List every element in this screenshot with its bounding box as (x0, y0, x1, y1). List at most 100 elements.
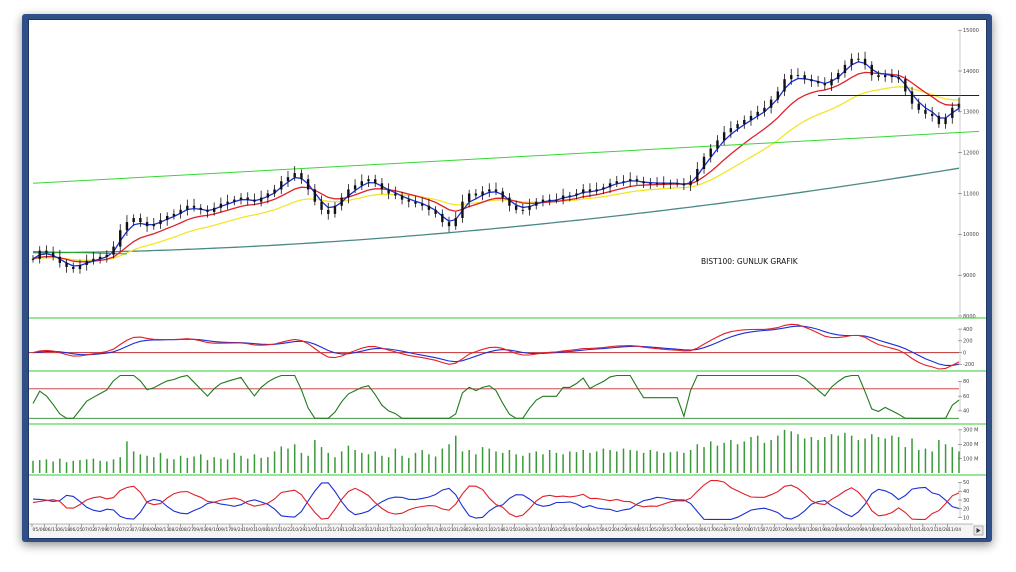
candle-body (313, 189, 317, 202)
candle-body (863, 58, 867, 65)
candle-body (387, 189, 390, 194)
candle-body (763, 107, 766, 112)
date-tick-label: 06/18 (57, 527, 70, 533)
date-tick-label: 10/14 (911, 527, 924, 533)
candle-body (608, 183, 612, 188)
price-tick-label: 11000 (963, 191, 979, 197)
macd-main-line (32, 323, 960, 370)
candle-body (655, 183, 659, 185)
candle-body (629, 179, 632, 182)
candle-body (810, 79, 813, 82)
date-tick-label: 09/10 (206, 527, 219, 533)
date-tick-label: 12/24 (391, 527, 404, 533)
date-tick-label: 04/01 (565, 527, 578, 533)
dmi-tick-label: 30 (963, 498, 969, 504)
date-tick-label: 10/22 (280, 527, 293, 533)
candle-body (105, 254, 109, 257)
overlay-ema-mid (32, 71, 960, 263)
candle-body (481, 191, 484, 196)
candle-body (555, 199, 558, 201)
date-tick-label: 07/02 (82, 527, 95, 533)
date-tick-label: 06/11 (45, 527, 58, 533)
date-tick-label: 05/06 (626, 527, 639, 533)
candle-body (769, 99, 773, 108)
date-tick-label: 07/23 (119, 527, 132, 533)
candle-body (441, 213, 444, 223)
candle-body (353, 185, 357, 190)
macd-signal-line (32, 325, 960, 366)
candle-body (125, 222, 129, 231)
date-tick-label: 05/06 (33, 527, 46, 533)
candle-body (31, 258, 35, 260)
date-tick-label: 09/03 (193, 527, 206, 533)
date-tick-label: 03/18 (540, 527, 553, 533)
price-tick-label: 14000 (963, 69, 979, 75)
candle-body (568, 195, 572, 197)
candle-body (427, 205, 431, 210)
candle-body (776, 91, 780, 100)
window-frame: 8000 9000 10000 11000 12000 13000 14000 15000 -… (22, 14, 992, 542)
date-tick-label: 03/04 (515, 527, 528, 533)
dmi-tick-label: 20 (963, 507, 969, 513)
candle-body (796, 75, 800, 77)
date-tick-label: 04/15 (589, 527, 602, 533)
candle-body (528, 205, 531, 210)
candle-body (729, 128, 733, 133)
candle-body (675, 183, 679, 185)
date-tick-label: 10/08 (255, 527, 268, 533)
date-tick-label: 11/04 (948, 527, 961, 533)
date-tick-label: 12/31 (404, 527, 417, 533)
date-tick-label: 04/29 (614, 527, 627, 533)
candle-body (145, 222, 149, 227)
candle-body (199, 207, 202, 210)
candle-body (347, 189, 350, 198)
rsi-tick-label: 40 (963, 409, 969, 415)
trendline-uptrend (32, 130, 980, 184)
candle-body (924, 109, 927, 114)
date-tick-label: 10/01 (243, 527, 256, 533)
date-tick-label: 08/27 (181, 527, 194, 533)
candle-body (870, 64, 873, 76)
candle-body (535, 201, 538, 206)
date-tick-label: 05/20 (651, 527, 664, 533)
macd-tick-label: 200 (963, 339, 973, 345)
candle-body (937, 115, 941, 125)
price-tick-label: 10000 (963, 232, 979, 238)
candle-body (112, 246, 115, 255)
candle-body (212, 207, 216, 212)
candle-body (930, 113, 934, 116)
candle-body (602, 187, 605, 190)
trendline-support (32, 250, 127, 255)
date-tick-label: 07/29 (775, 527, 788, 533)
chart-annotation: BIST100: GUNLUK GRAFIK (701, 257, 799, 266)
dmi-panel: 10 20 30 40 50 (32, 480, 969, 521)
candle-body (702, 156, 706, 169)
candle-body (38, 250, 41, 259)
candle-body (65, 262, 68, 267)
date-tick-label: 12/17 (379, 527, 392, 533)
candle-body (367, 179, 370, 182)
date-tick-label: 07/15 (750, 527, 763, 533)
candle-body (78, 264, 82, 270)
overlay-sma-200 (33, 167, 960, 254)
candle-body (72, 267, 75, 270)
candle-body (219, 203, 223, 208)
candle-body (716, 140, 719, 149)
date-tick-label: 07/01 (725, 527, 738, 533)
candle-body (179, 209, 182, 214)
date-tick-label: 11/19 (329, 527, 342, 533)
candle-body (890, 75, 894, 78)
candle-body (615, 181, 618, 184)
candle-body (494, 189, 498, 192)
date-tick-label: 04/22 (602, 527, 615, 533)
candle-body (883, 75, 887, 78)
date-tick-label: 06/03 (676, 527, 689, 533)
macd-tick-label: 400 (963, 327, 973, 333)
candle-body (333, 205, 337, 214)
candle-body (622, 181, 625, 183)
candle-body (501, 191, 504, 198)
date-tick-label: 10/07 (899, 527, 912, 533)
scroll-right-button[interactable] (973, 525, 984, 536)
volume-tick-label: 300 M (963, 428, 978, 434)
candle-body (783, 79, 786, 92)
